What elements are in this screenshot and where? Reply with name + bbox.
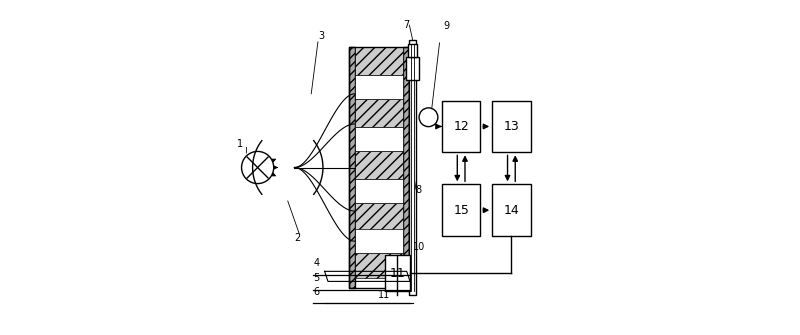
Text: 12: 12 <box>454 120 469 133</box>
Bar <box>492 184 530 236</box>
Bar <box>355 75 402 99</box>
Bar <box>492 100 530 152</box>
Bar <box>355 229 402 253</box>
Bar <box>349 47 409 288</box>
Bar <box>402 47 409 288</box>
Text: 13: 13 <box>503 120 519 133</box>
Text: 15: 15 <box>453 204 469 217</box>
Bar <box>355 203 402 231</box>
Bar <box>355 151 402 179</box>
Bar <box>442 100 480 152</box>
Bar <box>385 255 410 291</box>
Text: 7: 7 <box>403 20 409 30</box>
Bar <box>442 184 480 236</box>
Text: 14: 14 <box>503 204 519 217</box>
Text: 2: 2 <box>294 233 301 243</box>
Text: 5: 5 <box>313 273 319 283</box>
Text: 1: 1 <box>237 139 243 149</box>
Text: 4: 4 <box>313 258 319 268</box>
Circle shape <box>419 108 438 127</box>
Bar <box>406 57 419 80</box>
Bar <box>355 47 402 75</box>
Bar <box>349 47 355 288</box>
Text: 8: 8 <box>415 185 422 195</box>
Bar <box>355 253 402 278</box>
Bar <box>408 44 417 57</box>
Bar <box>355 99 402 127</box>
Bar <box>409 40 417 295</box>
Text: 11: 11 <box>378 290 390 300</box>
Text: 9: 9 <box>443 21 450 31</box>
Bar <box>355 179 402 203</box>
Text: 6: 6 <box>313 287 319 297</box>
Text: 3: 3 <box>318 30 324 41</box>
Bar <box>355 127 402 151</box>
Text: 10: 10 <box>413 242 426 252</box>
Text: 11: 11 <box>390 267 406 279</box>
